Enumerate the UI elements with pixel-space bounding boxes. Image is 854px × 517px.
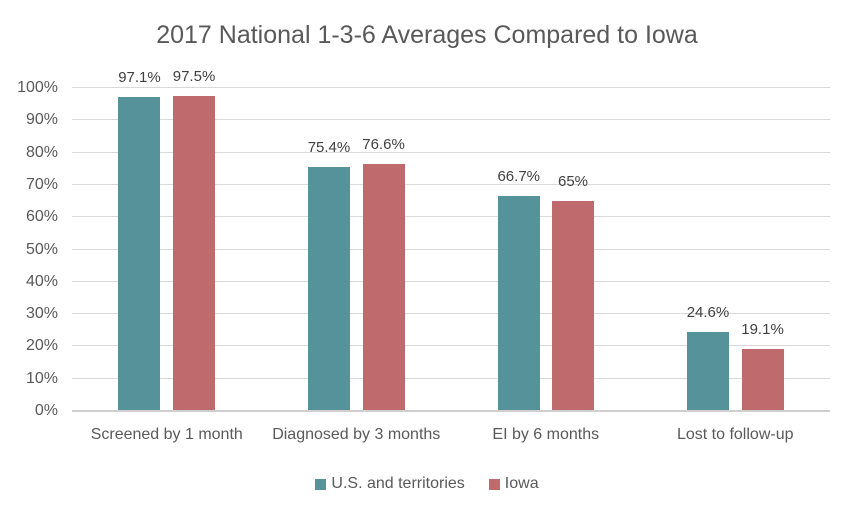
x-axis-category-label: Diagnosed by 3 months bbox=[272, 426, 441, 443]
gridline bbox=[72, 248, 830, 250]
chart-title: 2017 National 1-3-6 Averages Compared to… bbox=[156, 21, 698, 49]
x-axis-category-label: Screened by 1 month bbox=[90, 426, 243, 443]
bar-groups: 97.1% 97.5% 75.4% 76.6% 66.7% 65% 24.6% 19.1% bbox=[72, 68, 831, 411]
bar-u-s-and-territories bbox=[686, 331, 729, 411]
y-axis-tick-label: 0% bbox=[34, 402, 58, 419]
y-axis-tick-label: 70% bbox=[25, 175, 58, 193]
legend-label: U.S. and territories bbox=[331, 475, 465, 492]
gridline bbox=[72, 313, 830, 315]
gridline bbox=[72, 280, 830, 282]
gridline bbox=[72, 377, 830, 379]
bar-iowa bbox=[173, 96, 216, 411]
bar-group-lost-to-follow-up: 24.6% 19.1% bbox=[641, 88, 831, 411]
bar-column: 76.6% bbox=[362, 88, 405, 411]
data-label: 76.6% bbox=[362, 135, 405, 153]
legend-item-u-s-and-territories: U.S. and territories bbox=[315, 475, 465, 493]
gridline bbox=[72, 345, 830, 347]
bar-group-screened-by-1-month: 97.1% 97.5% bbox=[72, 68, 262, 411]
legend-item-iowa: Iowa bbox=[488, 475, 539, 493]
y-axis-tick-label: 90% bbox=[25, 111, 58, 129]
y-axis: 0% 10% 20% 30% 40% 50% 60% 70% 80% 90% 100% bbox=[0, 79, 58, 419]
bar-group-ei-by-6-months: 66.7% 65% bbox=[451, 88, 641, 411]
bar-column: 19.1% bbox=[741, 88, 784, 411]
data-label: 97.5% bbox=[172, 68, 216, 86]
bar-column: 97.5% bbox=[173, 68, 216, 411]
data-label: 97.1% bbox=[118, 69, 161, 87]
gridline bbox=[72, 119, 830, 121]
y-axis-tick-label: 10% bbox=[25, 369, 58, 387]
bar-column: 24.6% bbox=[686, 88, 730, 411]
bar-iowa bbox=[552, 201, 595, 411]
x-axis: Screened by 1 month Diagnosed by 3 months… bbox=[72, 425, 830, 445]
gridlines bbox=[72, 87, 830, 411]
bar-column: 97.1% bbox=[118, 69, 161, 411]
bar-column: 65% bbox=[552, 88, 595, 411]
plot-area: 97.1% 97.5% 75.4% 76.6% 66.7% 65% 24.6% 19.1% bbox=[72, 68, 831, 412]
data-label: 24.6% bbox=[686, 303, 730, 321]
bar-iowa bbox=[741, 349, 784, 411]
x-axis-category-label: Lost to follow-up bbox=[676, 426, 794, 443]
data-label: 65% bbox=[558, 173, 589, 191]
y-axis-tick-label: 100% bbox=[17, 79, 58, 96]
gridline bbox=[72, 87, 830, 88]
legend-label: Iowa bbox=[504, 475, 539, 492]
data-label: 66.7% bbox=[497, 167, 541, 185]
data-label: 19.1% bbox=[741, 321, 784, 339]
y-axis-tick-label: 30% bbox=[25, 305, 58, 323]
legend: U.S. and territories Iowa bbox=[0, 472, 854, 496]
y-axis-tick-label: 60% bbox=[25, 208, 58, 226]
y-axis-tick-label: 40% bbox=[25, 272, 58, 290]
y-axis-tick-label: 80% bbox=[25, 143, 58, 161]
y-axis-tick-label: 50% bbox=[25, 240, 58, 258]
bar-group-diagnosed-by-3-months: 75.4% 76.6% bbox=[262, 88, 452, 411]
gridline bbox=[72, 183, 830, 185]
x-axis-category-label: EI by 6 months bbox=[492, 426, 600, 443]
gridline bbox=[72, 151, 830, 153]
bar-u-s-and-territories bbox=[118, 97, 161, 411]
bar-iowa bbox=[362, 163, 405, 411]
x-axis-line bbox=[72, 410, 830, 412]
legend-swatch-icon bbox=[315, 478, 327, 490]
gridline bbox=[72, 216, 830, 218]
bar-column: 66.7% bbox=[497, 88, 540, 411]
legend-swatch-icon bbox=[488, 478, 500, 490]
y-axis-tick-label: 20% bbox=[25, 337, 58, 355]
bar-u-s-and-territories bbox=[497, 195, 540, 411]
data-label: 75.4% bbox=[307, 139, 351, 157]
bar-u-s-and-territories bbox=[307, 167, 350, 411]
bar-column: 75.4% bbox=[307, 88, 351, 411]
